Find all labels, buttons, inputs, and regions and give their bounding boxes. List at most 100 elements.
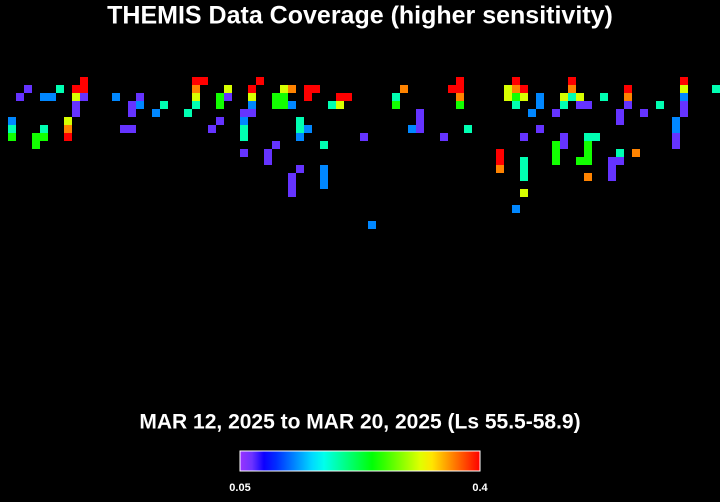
coverage-cell <box>72 93 80 101</box>
coverage-cell <box>192 101 200 109</box>
coverage-cell <box>248 93 256 101</box>
coverage-cell <box>128 109 136 117</box>
coverage-cell <box>608 157 616 165</box>
coverage-cell <box>512 101 520 109</box>
coverage-cell <box>136 93 144 101</box>
coverage-cell <box>288 85 296 93</box>
coverage-cell <box>280 85 288 93</box>
colorbar <box>239 450 481 472</box>
coverage-cell <box>136 101 144 109</box>
coverage-cell <box>112 93 120 101</box>
coverage-cell <box>248 101 256 109</box>
coverage-cell <box>184 109 192 117</box>
coverage-cell <box>40 125 48 133</box>
coverage-cell <box>576 93 584 101</box>
coverage-cell <box>72 101 80 109</box>
coverage-cell <box>392 101 400 109</box>
coverage-cell <box>504 85 512 93</box>
coverage-cell <box>152 109 160 117</box>
coverage-cell <box>464 125 472 133</box>
coverage-cell <box>320 181 328 189</box>
coverage-cell <box>192 77 200 85</box>
coverage-cell <box>272 101 280 109</box>
coverage-cell <box>56 85 64 93</box>
coverage-cell <box>496 157 504 165</box>
coverage-cell <box>256 77 264 85</box>
coverage-cell <box>40 133 48 141</box>
coverage-cell <box>8 125 16 133</box>
coverage-cell <box>288 189 296 197</box>
coverage-cell <box>240 125 248 133</box>
coverage-cell <box>608 173 616 181</box>
coverage-cell <box>40 93 48 101</box>
coverage-cell <box>64 117 72 125</box>
coverage-cell <box>288 173 296 181</box>
coverage-cell <box>288 101 296 109</box>
coverage-cell <box>64 133 72 141</box>
coverage-cell <box>520 133 528 141</box>
coverage-cell <box>624 101 632 109</box>
coverage-cell <box>120 125 128 133</box>
coverage-cell <box>576 157 584 165</box>
coverage-cell <box>336 101 344 109</box>
coverage-cell <box>368 221 376 229</box>
coverage-cell <box>560 133 568 141</box>
coverage-cell <box>304 85 312 93</box>
coverage-cell <box>496 165 504 173</box>
coverage-cell <box>520 189 528 197</box>
coverage-cell <box>568 85 576 93</box>
coverage-cell <box>224 93 232 101</box>
coverage-cell <box>680 85 688 93</box>
coverage-cell <box>328 101 336 109</box>
coverage-cell <box>528 109 536 117</box>
coverage-cell <box>80 85 88 93</box>
coverage-cell <box>672 125 680 133</box>
coverage-cell <box>400 85 408 93</box>
coverage-cell <box>680 77 688 85</box>
coverage-cell <box>456 101 464 109</box>
coverage-cell <box>200 77 208 85</box>
coverage-cell <box>456 85 464 93</box>
coverage-cell <box>712 85 720 93</box>
coverage-cell <box>576 101 584 109</box>
coverage-cell <box>8 117 16 125</box>
coverage-cell <box>552 149 560 157</box>
coverage-cell <box>248 85 256 93</box>
coverage-cell <box>296 165 304 173</box>
coverage-cell <box>440 133 448 141</box>
coverage-cell <box>608 165 616 173</box>
coverage-cell <box>560 141 568 149</box>
coverage-cell <box>264 157 272 165</box>
coverage-cell <box>624 85 632 93</box>
coverage-cell <box>512 205 520 213</box>
coverage-cell <box>584 149 592 157</box>
coverage-cell <box>616 117 624 125</box>
coverage-cell <box>128 101 136 109</box>
coverage-cell <box>512 85 520 93</box>
colorbar-max-label: 0.4 <box>472 482 488 494</box>
coverage-cell <box>640 109 648 117</box>
coverage-cell <box>264 149 272 157</box>
coverage-cell <box>320 165 328 173</box>
coverage-cell <box>80 77 88 85</box>
coverage-cell <box>416 125 424 133</box>
coverage-cell <box>160 101 168 109</box>
coverage-cell <box>192 93 200 101</box>
coverage-cell <box>240 149 248 157</box>
coverage-cell <box>416 117 424 125</box>
coverage-cell <box>312 85 320 93</box>
coverage-cell <box>192 85 200 93</box>
coverage-cell <box>320 173 328 181</box>
coverage-cell <box>560 93 568 101</box>
coverage-cell <box>520 165 528 173</box>
coverage-cell <box>584 101 592 109</box>
coverage-cell <box>304 125 312 133</box>
coverage-cell <box>48 93 56 101</box>
coverage-cell <box>552 109 560 117</box>
coverage-cell <box>296 125 304 133</box>
coverage-cell <box>416 109 424 117</box>
coverage-cell <box>552 141 560 149</box>
coverage-cell <box>224 85 232 93</box>
